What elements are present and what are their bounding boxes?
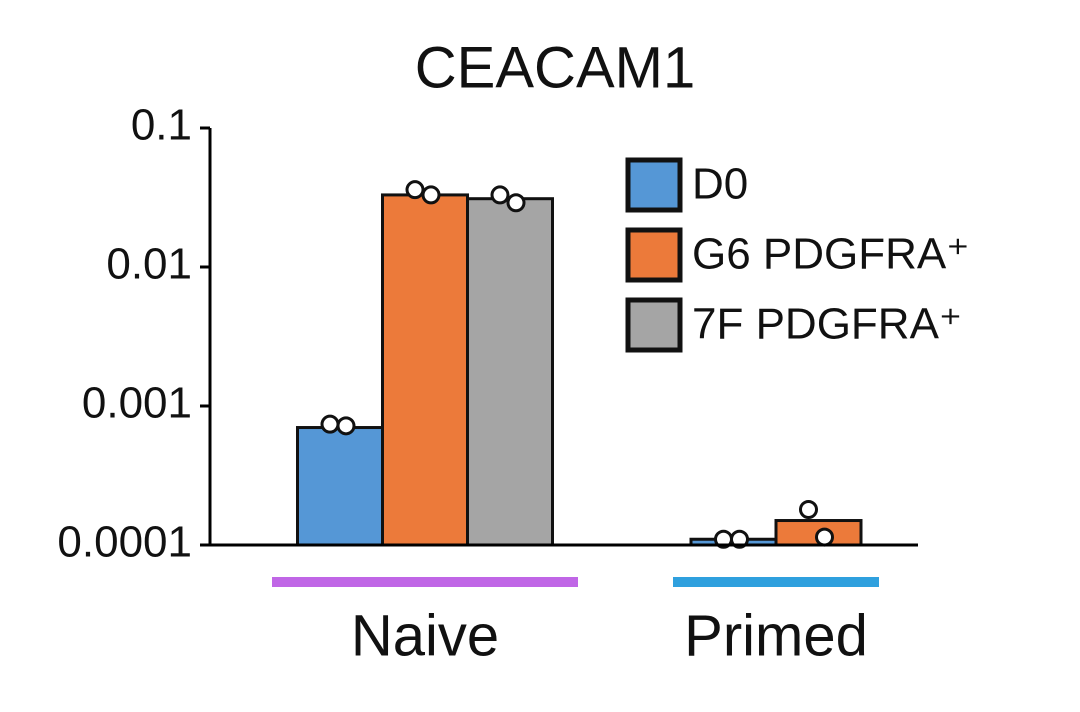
x-tick-label: Primed	[684, 603, 868, 668]
y-tick-label: 0.1	[131, 101, 192, 150]
replicate-point	[506, 193, 526, 213]
legend-swatch	[625, 157, 683, 213]
replicate-point	[320, 414, 340, 434]
y-tick-label: 0.01	[106, 240, 192, 289]
x-tick-label: Naive	[351, 603, 499, 668]
legend-swatch	[625, 297, 683, 353]
replicate-point	[336, 416, 356, 436]
replicate-point	[730, 529, 749, 549]
replicate-point	[815, 527, 834, 547]
replicate-point	[405, 180, 425, 200]
replicate-point	[490, 185, 510, 205]
bar	[466, 197, 554, 547]
bar	[296, 426, 384, 547]
chart-title: CEACAM1	[415, 35, 695, 100]
replicate-point	[799, 500, 818, 520]
bar	[381, 193, 469, 547]
legend-swatch	[625, 227, 683, 283]
y-tick-label: 0.001	[82, 379, 192, 428]
legend-label: D0	[692, 160, 748, 209]
replicate-point	[421, 185, 441, 205]
legend-label: 7F PDGFRA⁺	[692, 300, 962, 349]
y-tick-label: 0.0001	[57, 518, 192, 567]
legend-label: G6 PDGFRA⁺	[692, 230, 970, 279]
